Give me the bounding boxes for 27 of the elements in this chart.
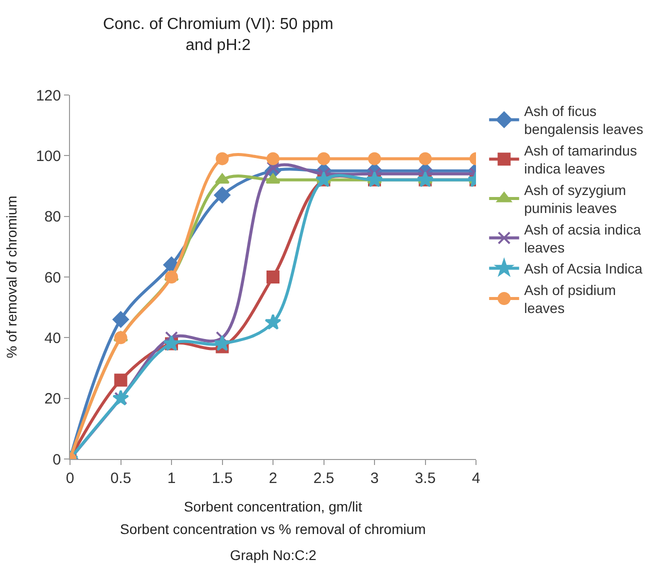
chart-title: Conc. of Chromium (VI): 50 ppm and pH:2 [102,16,334,54]
y-tick-label: 100 [36,148,61,165]
text: Sorbent concentration vs % removal of chromium [120,521,426,537]
text: Graph No:C:2 [230,547,317,563]
y-tick-label: 60 [44,269,61,286]
legend-label: Ash of Acsia Indica [524,260,643,277]
legend-label: Ash of acsia indica leaves [524,221,642,256]
x-tick-label: 0.5 [110,470,132,487]
x-axis-title: Sorbent concentration, gm/lit [184,498,362,514]
y-tick-label: 120 [36,87,61,104]
legend-label: Ash of tamarindus indica leaves [524,142,637,177]
x-tick-label: 4 [472,470,480,487]
legend-label: Ash of syzygium puminis leaves [524,182,626,216]
y-axis-title: % of removal of chromium [4,196,20,358]
x-tick-label: 2.5 [313,470,334,487]
y-tick-label: 0 [52,451,61,468]
x-tick-label: 1.5 [212,470,233,487]
y-tick-label: 80 [44,208,61,226]
x-tick-label: 3 [370,470,379,487]
y-tick-label: 40 [44,330,61,347]
x-tick-label: 0 [66,470,74,487]
x-tick-label: 2 [268,470,278,487]
legend-label: Ash of psidium leaves [524,282,616,316]
x-tick-label: 3.5 [414,470,436,487]
x-tick-label: 1 [167,470,176,487]
y-tick-label: 20 [44,390,61,408]
legend-label: Ash of ficus bengalensis leaves [524,103,644,138]
